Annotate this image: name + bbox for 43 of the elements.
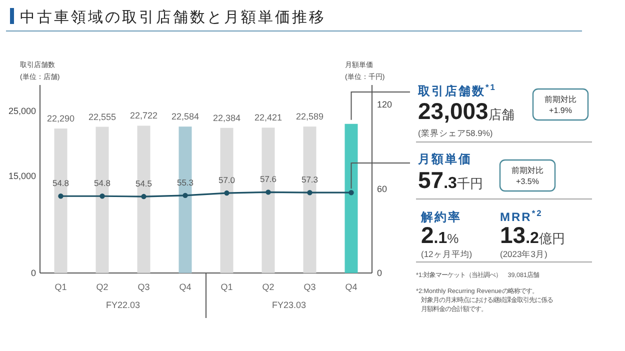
chart-title: 中古車領域の取引店舗数と月額単価推移 <box>20 9 326 26</box>
data-label: 57.3 <box>301 174 318 185</box>
data-label: 22,555 <box>88 112 116 122</box>
data-label: 22,290 <box>46 114 75 124</box>
text: MRR$^{*2}$ <box>500 208 543 224</box>
y-tick-label: 25,000 <box>8 106 36 116</box>
text: (2023年3月) <box>500 249 548 259</box>
data-label: 22,421 <box>254 112 282 123</box>
text: FY22.03 <box>106 300 140 310</box>
data-label: 57.6 <box>260 174 277 184</box>
data-label: 57.0 <box>218 175 236 186</box>
x-tick-label: Q4 <box>345 282 358 292</box>
data-label: 22,584 <box>171 112 200 122</box>
text: 解約率 <box>420 210 462 224</box>
x-tick-label: Q3 <box>304 282 316 292</box>
text: 月額単価 <box>417 152 472 166</box>
y-tick-label: 0 <box>30 268 36 278</box>
data-label: 54.8 <box>94 178 111 188</box>
text: 2.1% <box>421 222 460 248</box>
text: 13.2億円 <box>500 222 565 248</box>
text: FY23.03 <box>272 300 306 310</box>
x-tick-label: Q4 <box>179 282 192 292</box>
y-tick-label: 15,000 <box>8 170 36 181</box>
text: 57.3千円 <box>418 167 483 193</box>
text: 取引店舗数$^{*1}$ <box>417 82 496 98</box>
data-label: 22,589 <box>296 112 324 122</box>
text: (12ヶ月平均) <box>421 249 472 259</box>
text: (業界シェア58.9%) <box>418 128 493 138</box>
x-tick-label: Q1 <box>54 282 67 292</box>
text: 前期対比 +3.5% <box>512 166 544 186</box>
data-label: 54.5 <box>135 178 152 189</box>
text: 23,003店舗 <box>418 98 514 124</box>
x-tick-label: Q1 <box>220 282 233 292</box>
x-tick-label: Q3 <box>138 282 150 292</box>
x-tick-label: Q2 <box>262 282 274 292</box>
data-label: 54.8 <box>52 178 70 188</box>
data-label: 22,384 <box>212 112 241 123</box>
x-tick-label: Q2 <box>96 282 108 292</box>
y2-tick-label: 60 <box>377 184 388 194</box>
text: 前期対比 +1.9% <box>544 95 576 115</box>
y2-tick-label: 120 <box>377 100 392 110</box>
data-label: 22,722 <box>130 110 158 121</box>
y2-tick-label: 0 <box>377 268 382 278</box>
